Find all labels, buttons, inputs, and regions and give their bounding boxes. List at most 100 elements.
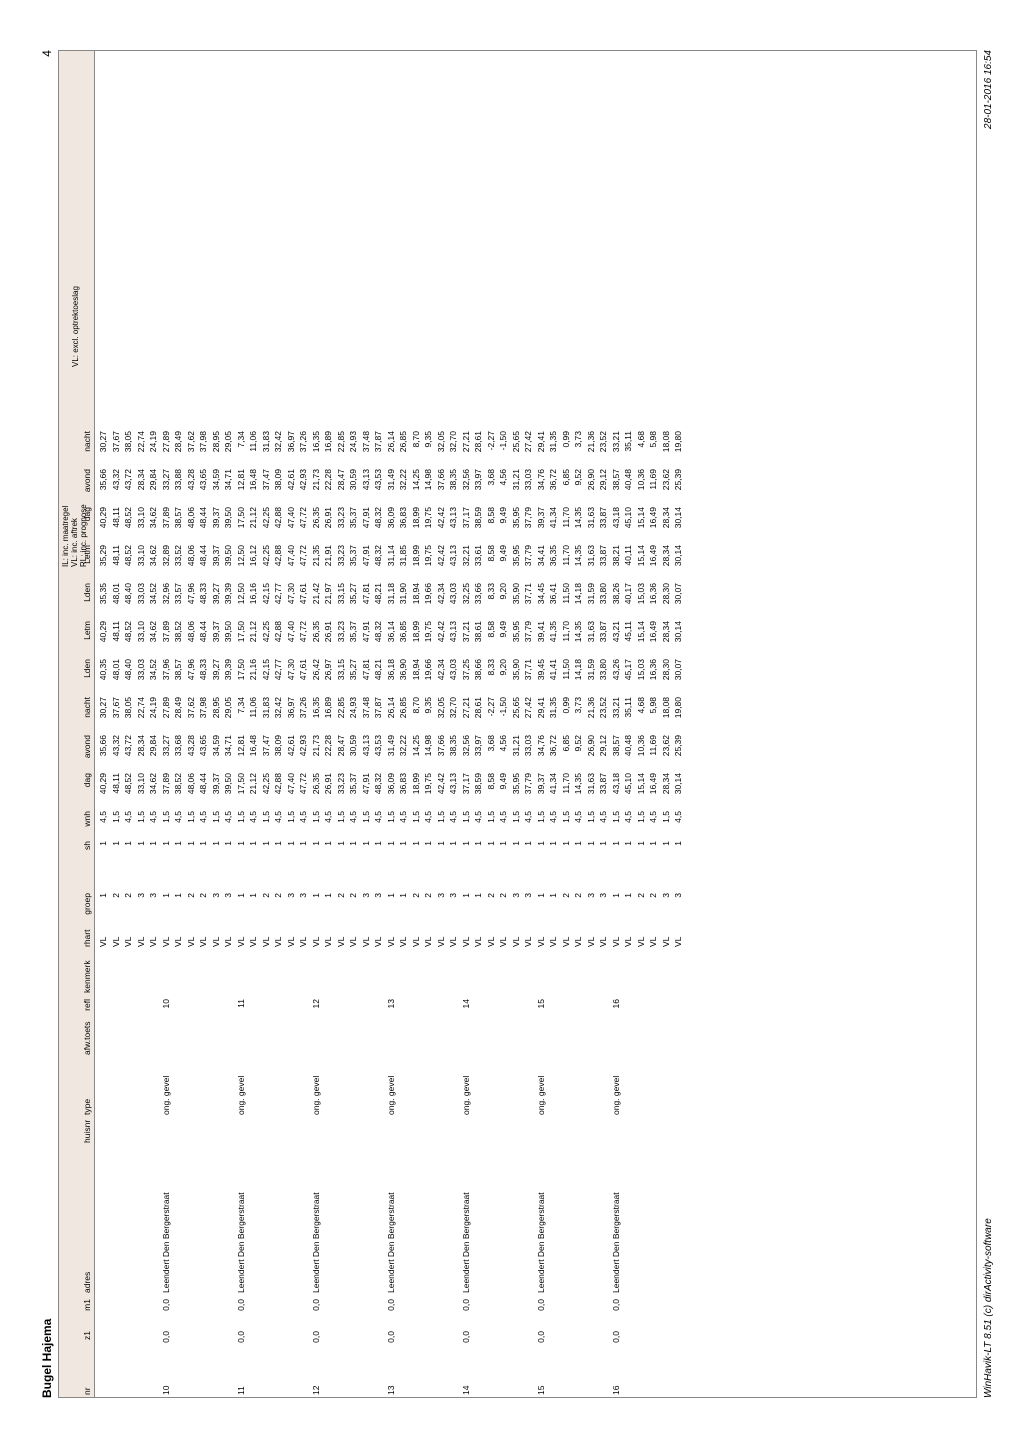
cell-afw_toets [160,1017,173,1057]
cell-wnh: 4,5 [572,807,585,837]
top-bar: Bugel Hajema 4 [40,50,54,1398]
cell-type [210,1057,223,1117]
cell-dag: 28,34 [660,769,673,807]
cell-Lden2: 16,36 [647,579,660,617]
table-row: VL211,548,0643,2837,6247,9648,0647,9648,… [185,51,198,1397]
cell-kenmerk [335,949,348,995]
cell-Lden2: 31,18 [385,579,398,617]
cell-Lden2: 43,03 [447,579,460,617]
cell-sh: 1 [485,837,498,889]
cell-dag2: 47,91 [360,503,373,541]
table-row: VL314,543,1338,3532,7043,0343,1343,0343,… [447,51,460,1397]
cell-dag2: 38,59 [472,503,485,541]
cell-huisnr [197,1117,210,1145]
footer-left: WinHavik-LT 8.51 (c) dirActivity-softwar… [983,1218,994,1398]
table-row: VL114,538,5233,6828,4938,5738,5233,5733,… [172,51,185,1397]
cell-dag2: 15,14 [635,503,648,541]
cell-dag: 48,44 [197,769,210,807]
cell-Lden2: 12,50 [235,579,248,617]
cell-dag: 47,40 [285,769,298,807]
cell-avond2: 23,62 [660,465,673,503]
cell-kenmerk [472,949,485,995]
cell-Lden: 34,52 [147,655,160,693]
cell-huisnr [147,1117,160,1145]
cell-adres [397,1145,410,1295]
cell-refl [372,995,385,1017]
cell-adres [635,1145,648,1295]
col-sh: sh [82,837,92,889]
cell-nacht: 37,48 [360,693,373,731]
cell-refl [672,995,685,1017]
cell-avond: 29,84 [147,731,160,769]
cell-nr: 13 [385,1367,398,1397]
cell-rhart: VL [647,919,660,949]
cell-Letm: 42,42 [435,617,448,655]
cell-Letm2: 33,10 [135,541,148,579]
col-rhart: rhart [82,919,92,949]
cell-Letm2: 16,12 [247,541,260,579]
cell-adres [260,1145,273,1295]
cell-type [147,1057,160,1117]
project-title: Bugel Hajema [40,1319,54,1398]
cell-dag: 19,75 [422,769,435,807]
cell-type [485,1057,498,1117]
cell-dag: 35,95 [510,769,523,807]
cell-avond2: 28,47 [335,465,348,503]
cell-groep: 2 [572,889,585,919]
cell-adres: Leendert Den Bergerstraat [160,1145,173,1295]
cell-nacht: 29,41 [535,693,548,731]
cell-avond: 32,56 [460,731,473,769]
cell-adres: Leendert Den Bergerstraat [610,1145,623,1295]
cell-nacht: 18,08 [660,693,673,731]
cell-nacht2: 30,27 [97,427,110,465]
cell-dag: 11,70 [560,769,573,807]
cell-groep: 1 [322,889,335,919]
cell-kenmerk [647,949,660,995]
cell-groep: 2 [497,889,510,919]
cell-nacht2: 37,26 [297,427,310,465]
table-row: VL114,538,5933,9728,6138,6638,6133,6633,… [472,51,485,1397]
cell-Letm: 26,35 [310,617,323,655]
cell-wnh: 4,5 [297,807,310,837]
table-row: VL314,534,6229,8424,1934,5234,6234,5234,… [147,51,160,1397]
cell-sh: 1 [660,837,673,889]
cell-Letm: 40,29 [97,617,110,655]
cell-Letm2: 39,50 [222,541,235,579]
col-adres: adres [82,1145,92,1295]
cell-Lden2: 39,27 [210,579,223,617]
cell-refl [285,995,298,1017]
cell-nacht: 9,35 [422,693,435,731]
cell-nacht2: 26,14 [385,427,398,465]
cell-huisnr [435,1117,448,1145]
cell-huisnr [472,1117,485,1145]
cell-dag: 36,09 [385,769,398,807]
cell-type: ong. gevel [610,1057,623,1117]
cell-sh: 1 [135,837,148,889]
cell-avond2: 16,48 [247,465,260,503]
cell-dag2: 26,35 [310,503,323,541]
cell-m1 [447,1295,460,1327]
cell-wnh: 1,5 [410,807,423,837]
cell-adres [247,1145,260,1295]
cell-avond2: 30,59 [347,465,360,503]
cell-refl [297,995,310,1017]
cell-nacht: 24,93 [347,693,360,731]
cell-dag: 39,50 [222,769,235,807]
cell-avond: 37,47 [260,731,273,769]
cell-Letm: 43,21 [610,617,623,655]
cell-groep: 3 [597,889,610,919]
cell-sh: 1 [147,837,160,889]
cell-refl [322,995,335,1017]
cell-avond: 26,90 [585,731,598,769]
cell-nr: 16 [610,1367,623,1397]
cell-rhart: VL [272,919,285,949]
cell-refl: 12 [310,995,323,1017]
cell-groep: 3 [672,889,685,919]
cell-afw_toets [172,1017,185,1057]
cell-Letm: 47,91 [360,617,373,655]
cell-Letm2: 33,52 [172,541,185,579]
cell-Letm2: 11,70 [560,541,573,579]
cell-nr [472,1367,485,1397]
table-row: VL211,533,2328,4722,8533,1533,2333,1533,… [335,51,348,1397]
cell-kenmerk [447,949,460,995]
